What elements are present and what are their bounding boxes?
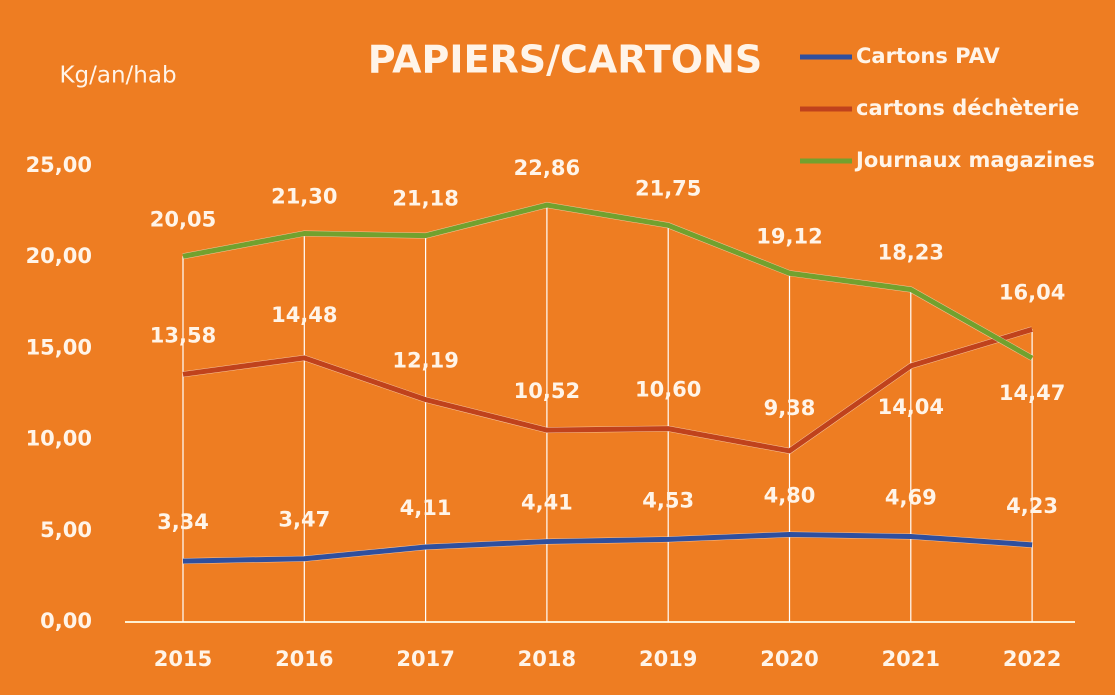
x-tick-label: 2017 [396,647,454,671]
y-axis-label: Kg/an/hab [59,63,176,89]
value-label: 4,69 [885,485,937,509]
series-line [182,327,1033,454]
value-label: 18,23 [878,240,944,264]
x-tick-label: 2020 [760,647,818,671]
y-tick-label: 25,00 [26,153,92,177]
value-label: 13,58 [150,323,216,347]
value-label: 3,47 [278,508,330,532]
y-tick-label: 10,00 [26,427,92,451]
value-label: 4,80 [764,483,816,507]
y-tick-label: 0,00 [40,609,92,633]
value-label: 10,52 [514,379,580,403]
legend-label: Cartons PAV [856,44,1000,68]
x-tick-label: 2015 [154,647,212,671]
value-label: 21,75 [635,176,701,200]
value-label: 16,04 [999,280,1065,304]
x-tick-label: 2016 [275,647,333,671]
x-tick-label: 2019 [639,647,697,671]
x-tick-label: 2018 [518,647,576,671]
y-tick-label: 20,00 [26,244,92,268]
value-label: 9,38 [764,396,816,420]
value-label: 4,53 [642,488,694,512]
legend-label: cartons déchèterie [856,96,1079,120]
value-label: 14,47 [999,381,1065,405]
value-label: 4,11 [400,496,452,520]
value-label: 3,34 [157,510,209,534]
series-line [182,202,1034,361]
value-label: 4,23 [1006,494,1058,518]
y-tick-label: 15,00 [26,335,92,359]
value-label: 22,86 [514,156,580,180]
x-tick-label: 2022 [1003,647,1061,671]
value-label: 21,18 [392,187,458,211]
y-tick-label: 5,00 [40,518,92,542]
value-label: 20,05 [150,207,216,231]
chart-title: PAPIERS/CARTONS [368,38,762,82]
legend-label: Journaux magazines [854,148,1095,172]
value-label: 14,48 [271,303,337,327]
value-label: 4,41 [521,491,573,515]
value-label: 21,30 [271,184,337,208]
value-label: 10,60 [635,378,701,402]
value-label: 19,12 [756,224,822,248]
value-label: 12,19 [392,349,458,373]
value-label: 14,04 [878,395,944,419]
series-line [182,531,1033,564]
x-tick-label: 2021 [882,647,940,671]
